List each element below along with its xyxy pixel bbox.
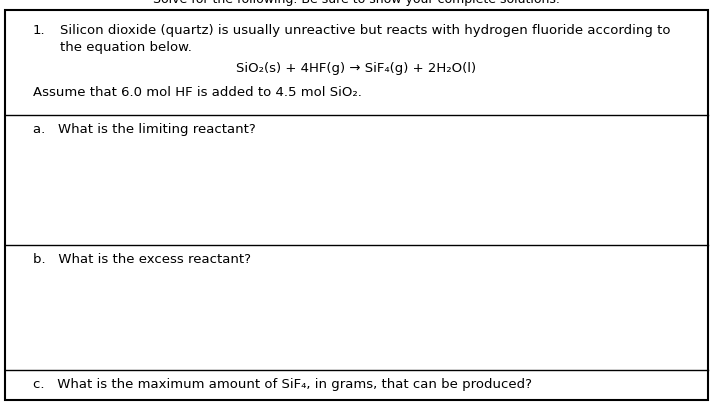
Text: SiO₂(s) + 4HF(g) → SiF₄(g) + 2H₂O(l): SiO₂(s) + 4HF(g) → SiF₄(g) + 2H₂O(l) (237, 62, 476, 75)
Text: c.   What is the maximum amount of SiF₄, in grams, that can be produced?: c. What is the maximum amount of SiF₄, i… (33, 378, 532, 391)
Text: Silicon dioxide (quartz) is usually unreactive but reacts with hydrogen fluoride: Silicon dioxide (quartz) is usually unre… (60, 24, 670, 37)
Text: b.   What is the excess reactant?: b. What is the excess reactant? (33, 253, 251, 266)
Text: a.   What is the limiting reactant?: a. What is the limiting reactant? (33, 123, 256, 136)
Text: Assume that 6.0 mol HF is added to 4.5 mol SiO₂.: Assume that 6.0 mol HF is added to 4.5 m… (33, 86, 362, 99)
Text: Solve for the following. Be sure to show your complete solutions.: Solve for the following. Be sure to show… (153, 0, 560, 6)
Text: 1.: 1. (33, 24, 46, 37)
Text: the equation below.: the equation below. (60, 41, 192, 54)
